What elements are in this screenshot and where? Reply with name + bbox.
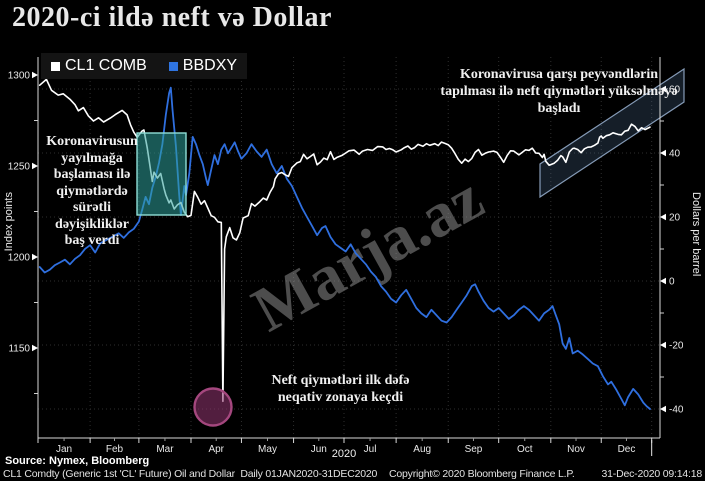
legend-item-bbdxy[interactable]: BBDXY: [168, 57, 238, 75]
annotation-line: neqativ zonaya keçdi: [277, 390, 404, 405]
annotation-line: yayılmağa: [61, 150, 123, 166]
legend-item-cl1[interactable]: CL1 COMB: [51, 57, 147, 75]
month-label: Jun: [311, 444, 327, 455]
annotation-line: baş verdi: [64, 233, 120, 248]
annotation-line: dəyişikliklər: [55, 216, 129, 232]
month-label: Dec: [618, 444, 636, 455]
right-axis-tick-label: -40: [669, 405, 684, 416]
legend-cl1-label: CL1 COMB: [65, 57, 147, 74]
left-axis-title: Index points: [3, 192, 15, 252]
negative-price-circle: [193, 387, 233, 427]
right-tick-arrow: [660, 341, 666, 349]
annotation-line: Neft qiymətləri ilk dəfə: [271, 373, 410, 388]
left-axis-tick-label: 1250: [8, 162, 31, 173]
right-axis-tick-label: -20: [669, 341, 684, 352]
left-axis-tick-label: 1150: [8, 344, 30, 355]
right-axis-tick-label: 20: [669, 213, 681, 224]
month-label: Mar: [156, 444, 174, 455]
footer-source: Source: Nymex, Bloomberg: [5, 455, 150, 467]
bbdxy-series-swatch-icon: [168, 61, 178, 71]
annotation-line: başladı: [537, 101, 581, 116]
month-label: Sep: [465, 444, 483, 455]
left-tick-arrow: [32, 344, 38, 352]
annotation-line: Koronavirusun: [46, 134, 138, 149]
annotation-line: sürətli: [72, 200, 112, 215]
footer-timestamp: 31-Dec-2020 09:14:18: [601, 468, 703, 480]
page-title: 2020-ci ildə neft və Dollar: [12, 2, 332, 33]
annotation-line: tapılması ilə neft qiymətləri yüksəlməyə: [440, 84, 678, 99]
month-label: Oct: [517, 444, 533, 455]
right-axis-title: Dollars per barrel: [690, 192, 702, 277]
right-axis-tick-label: 40: [669, 149, 681, 160]
watermark-text: Marja.az: [241, 161, 495, 345]
month-label: Feb: [106, 444, 124, 455]
volatility-highlight-box: [136, 132, 187, 216]
left-tick-arrow: [32, 253, 38, 261]
right-tick-arrow: [660, 405, 666, 413]
right-tick-arrow: [660, 213, 666, 221]
month-label: Aug: [413, 444, 431, 455]
right-tick-arrow: [660, 149, 666, 157]
left-axis-tick-label: 1300: [8, 71, 31, 82]
annotation-vaccine-rally: Koronavirusa qarşı peyvəndlərin tapılmas…: [413, 66, 705, 117]
left-tick-arrow: [32, 162, 38, 170]
annotation-line: Koronavirusa qarşı peyvəndlərin: [459, 67, 659, 82]
month-label: Jan: [56, 444, 72, 455]
footer-copyright: Copyright© 2020 Bloomberg Finance L.P.: [389, 468, 575, 480]
right-axis-tick-label: 0: [669, 277, 675, 288]
month-label: May: [258, 444, 277, 455]
left-axis-tick-label: 1200: [8, 253, 31, 264]
annotation-line: qiymətlərdə: [56, 183, 128, 199]
month-label: Apr: [208, 444, 224, 455]
month-label: Nov: [567, 444, 585, 455]
month-label: Jul: [364, 444, 377, 455]
legend-bbdxy-label: BBDXY: [182, 57, 238, 74]
right-tick-arrow: [660, 277, 666, 285]
annotation-virus-spread: Koronavirusun yayılmağa başlaması ilə qi…: [22, 134, 162, 250]
annotation-line: başlaması ilə: [53, 167, 131, 182]
right-axis-tick-label: 60: [669, 85, 681, 96]
annotation-negative-oil: Neft qiymətləri ilk dəfə neqativ zonaya …: [248, 372, 433, 406]
cl1-series-swatch-icon: [51, 61, 60, 71]
right-tick-arrow: [660, 85, 666, 93]
footer-description: CL1 Comdty (Generic 1st 'CL' Future) Oil…: [3, 468, 378, 480]
chart-legend: CL1 COMB BBDXY: [41, 53, 248, 79]
left-tick-arrow: [32, 71, 38, 79]
x-axis-year-label: 2020: [331, 448, 357, 460]
